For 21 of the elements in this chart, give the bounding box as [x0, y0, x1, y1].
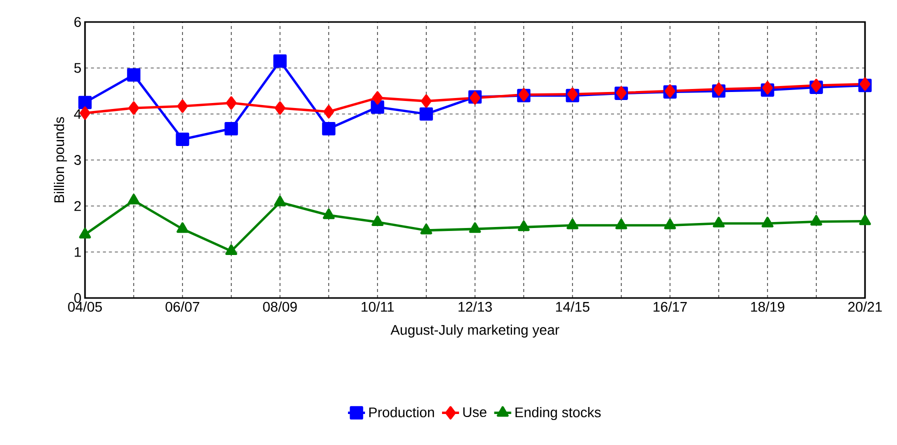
legend-label: Production [369, 407, 434, 418]
x-tick-label: 08/09 [263, 302, 297, 312]
y-tick-label: 4 [74, 109, 82, 119]
y-tick-label: 3 [74, 155, 81, 165]
x-tick-label: 20/21 [848, 302, 882, 312]
x-tick-label: 16/17 [654, 302, 687, 312]
y-axis-title: Billion pounds [54, 117, 67, 202]
x-tick-label: 12/13 [458, 302, 492, 312]
x-tick-label: 06/07 [166, 302, 200, 312]
y-tick-label: 5 [74, 63, 81, 73]
y-tick-label: 6 [74, 17, 81, 27]
x-tick-label: 18/19 [751, 302, 784, 312]
x-tick-label: 04/05 [68, 302, 102, 312]
x-tick-label: 14/15 [556, 302, 590, 312]
y-tick-label: 2 [74, 201, 81, 211]
x-tick-label: 10/11 [362, 302, 394, 312]
y-tick-label: 1 [74, 247, 81, 257]
legend-label: Ending stocks [516, 407, 601, 420]
y-tick-label: 0 [74, 293, 81, 303]
x-axis-title: August-July marketing year [390, 324, 560, 338]
legend-label: Use [463, 407, 486, 418]
